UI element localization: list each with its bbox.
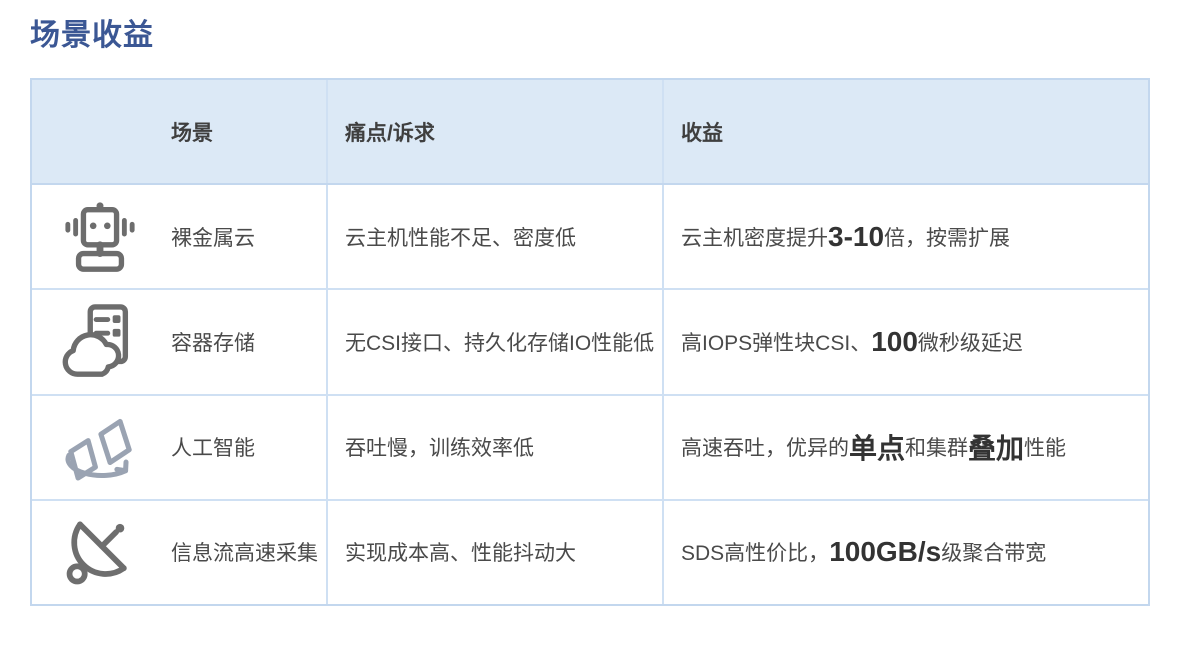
pain-text: 云主机性能不足、密度低 (328, 185, 664, 289)
ai-sync-icon (58, 407, 142, 487)
scene-cell: 人工智能 (32, 395, 328, 499)
table-row: 信息流高速采集 实现成本高、性能抖动大 SDS高性价比， 100GB/s 级聚合带宽 (32, 500, 1148, 605)
scene-cell: 容器存储 (32, 290, 328, 394)
pain-text: 实现成本高、性能抖动大 (328, 500, 664, 605)
scene-label: 容器存储 (171, 332, 255, 355)
scene-label: 裸金属云 (171, 226, 255, 250)
page-title: 场景收益 (30, 19, 154, 52)
satellite-dish-icon (58, 512, 142, 592)
scene-cell: 信息流高速采集 (32, 500, 328, 605)
robot-icon (58, 199, 142, 275)
table-row: 裸金属云 云主机性能不足、密度低 云主机密度提升 3-10 倍，按需扩展 (32, 185, 1148, 291)
benefit-text: 高速吞吐，优异的 单点 和集群 叠加 性能 (681, 433, 1067, 465)
scene-label: 人工智能 (171, 437, 255, 461)
benefit-text: 高IOPS弹性块CSI、 100 微秒级延迟 (681, 326, 1023, 357)
table-row: 容器存储 无CSI接口、持久化存储IO性能低 高IOPS弹性块CSI、 100 微秒… (32, 290, 1148, 396)
pain-text: 吞吐慢，训练效率低 (328, 395, 664, 499)
scene-label: 信息流高速采集 (171, 542, 318, 566)
benefits-table: 场景 痛点/诉求 收益 裸金属云 云主机 (30, 78, 1150, 606)
header-cell-pain: 痛点/诉求 (328, 80, 664, 184)
table-row: 人工智能 吞吐慢，训练效率低 高速吞吐，优异的 单点 和集群 叠加 性能 (32, 395, 1148, 501)
table-header-row: 场景 痛点/诉求 收益 (32, 80, 1148, 186)
benefit-text: 云主机密度提升 3-10 倍，按需扩展 (681, 220, 1011, 252)
pain-text: 无CSI接口、持久化存储IO性能低 (328, 290, 664, 394)
benefit-text: SDS高性价比， 100GB/s 级聚合带宽 (681, 536, 1047, 568)
header-cell-benefit: 收益 (681, 121, 723, 145)
header-cell-scene: 场景 (32, 80, 328, 184)
cloud-server-icon (58, 303, 142, 381)
scene-cell: 裸金属云 (32, 185, 328, 289)
